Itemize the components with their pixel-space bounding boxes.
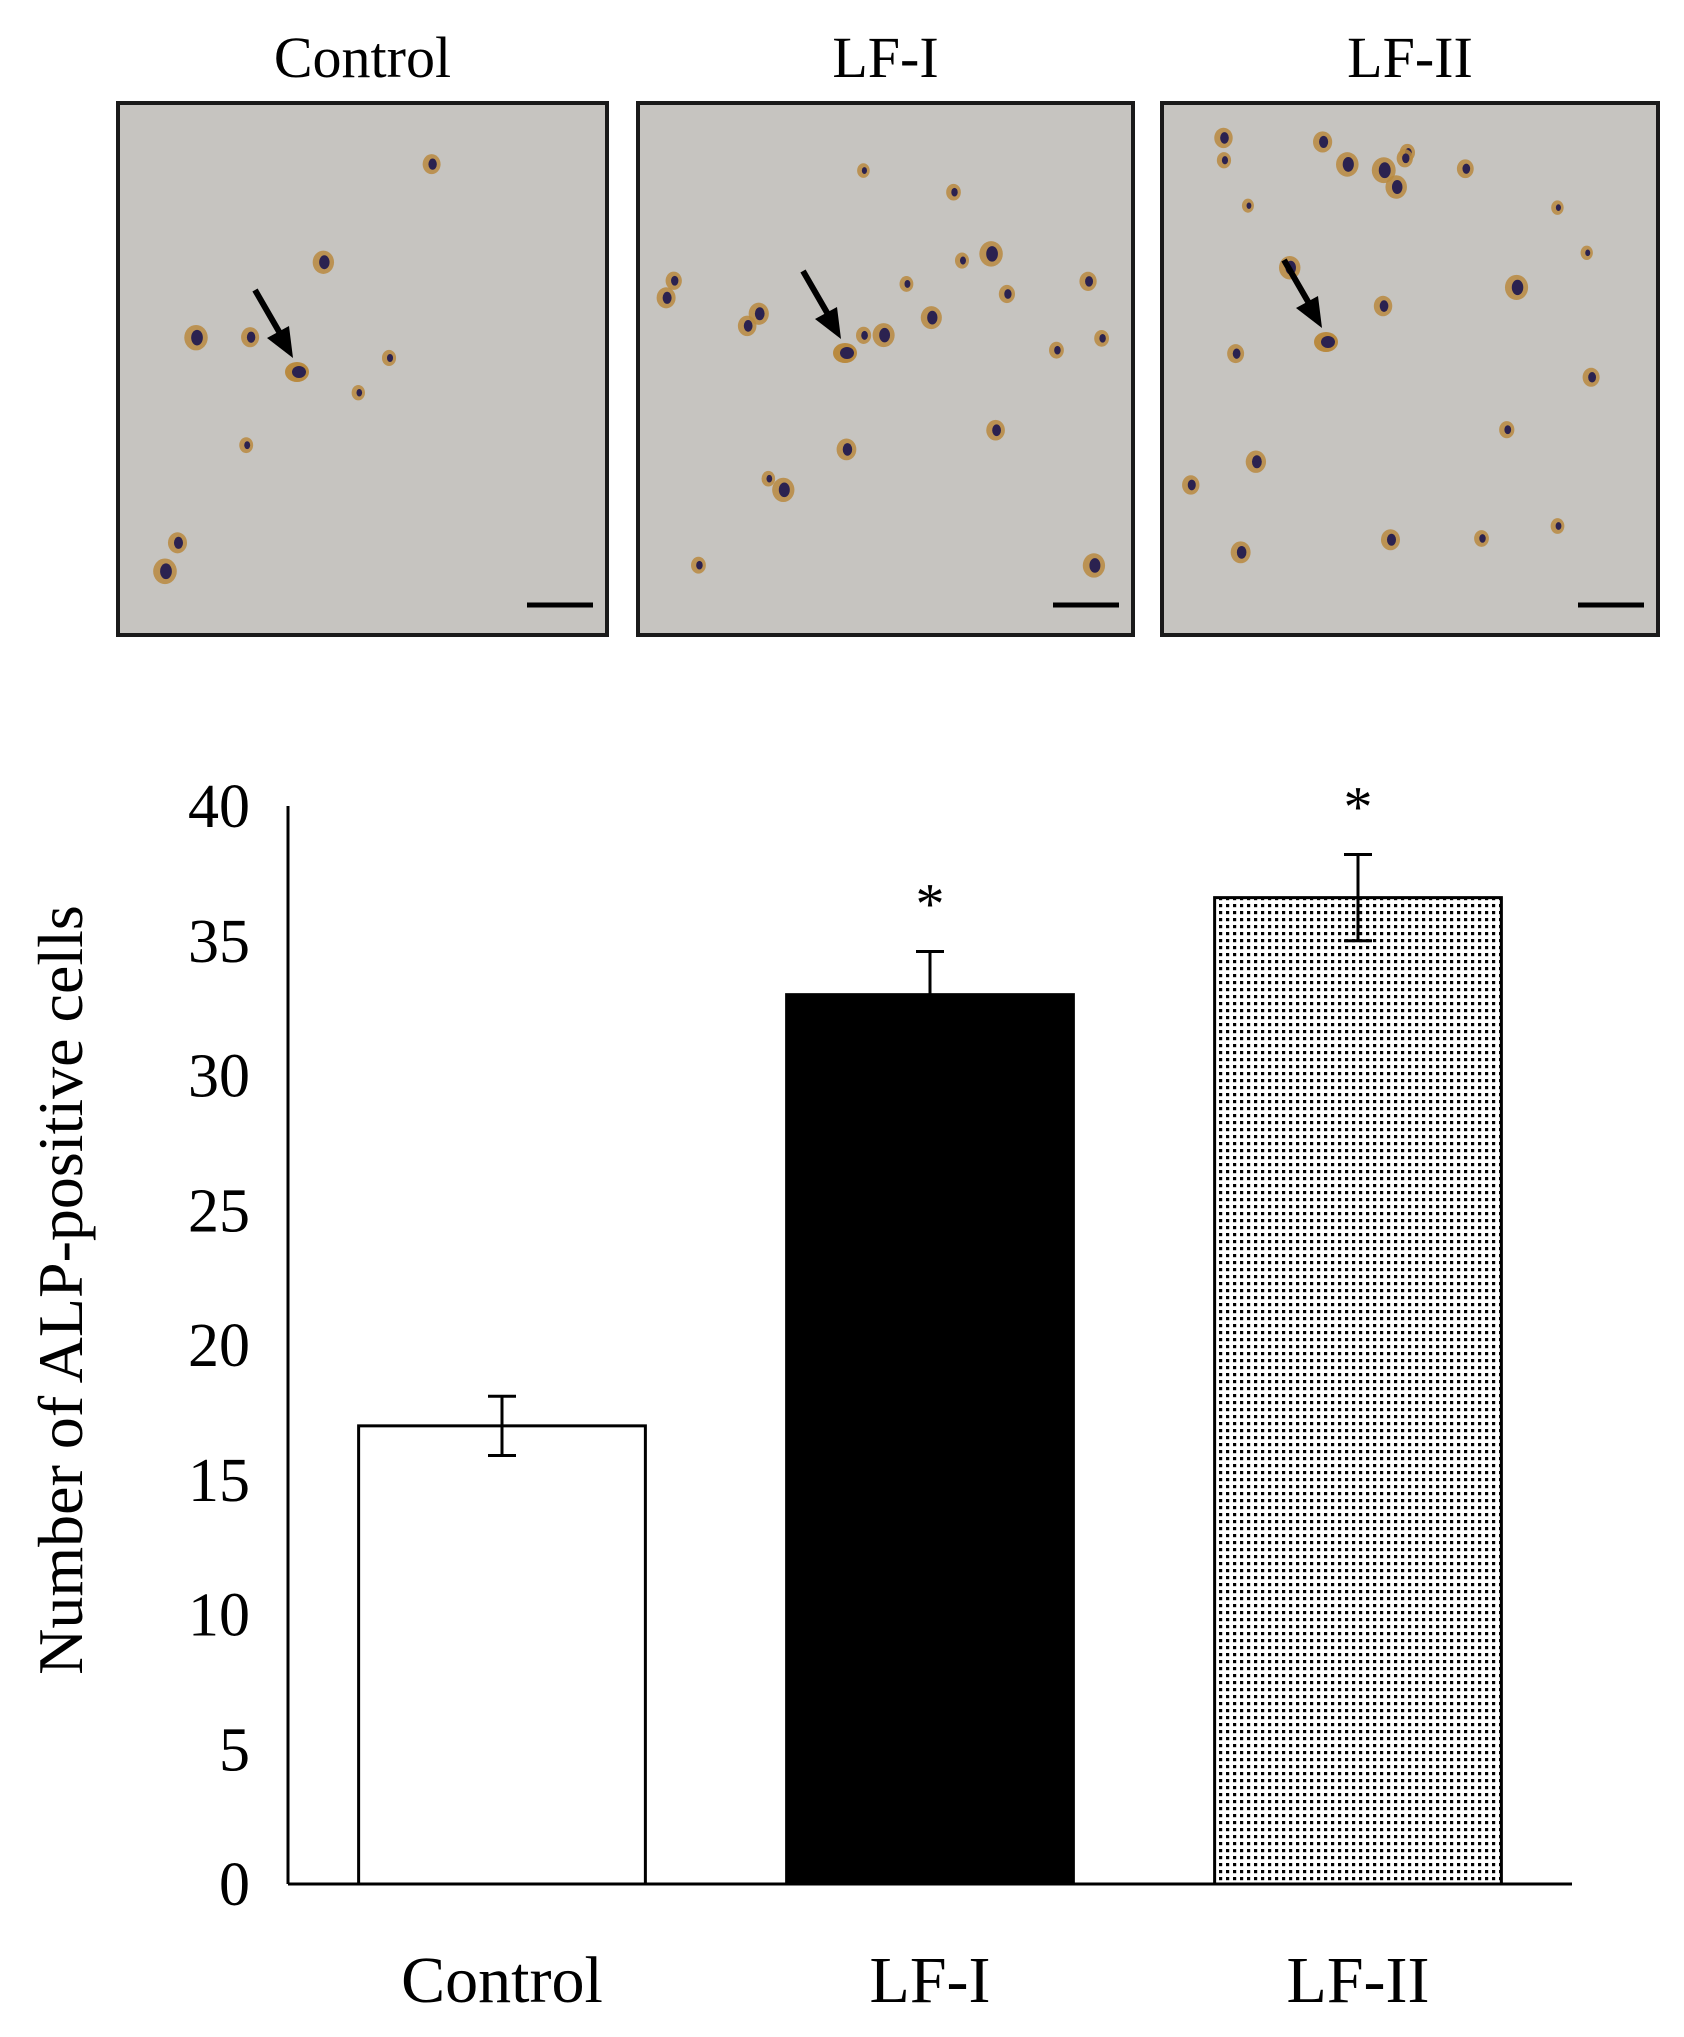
y-tick-label: 25: [188, 1177, 250, 1245]
error-bar: [916, 950, 944, 1040]
stained-cell: [1371, 157, 1396, 184]
stained-cell: [855, 326, 872, 344]
stained-cell: [1245, 450, 1267, 473]
arrow-down-right-icon: [252, 288, 293, 358]
micrograph-panel-1: Control: [116, 25, 609, 637]
significance-asterisk: *: [916, 872, 945, 937]
stained-cell: [1312, 131, 1333, 153]
micrograph-panels: Control LF-I LF-II: [116, 25, 1660, 637]
x-category-label: LF-II: [1287, 1944, 1430, 2017]
y-tick-label: 40: [188, 773, 250, 841]
highlighted-cell: [1314, 332, 1338, 352]
stained-cell: [691, 556, 706, 574]
stained-cell: [772, 477, 795, 503]
stained-cell: [1336, 152, 1359, 177]
y-axis-title: Number of ALP-positive cells: [25, 905, 96, 1675]
stained-cell: [899, 276, 914, 292]
stained-cell: [1373, 295, 1393, 317]
stained-cell: [857, 163, 870, 178]
arrow-down-right-icon: [1281, 258, 1322, 328]
stained-cell: [1049, 341, 1064, 359]
bars: [357, 896, 1503, 1886]
stained-cell: [1214, 127, 1233, 149]
micrograph-panel-3: LF-II: [1160, 25, 1660, 637]
category-labels: Control LF-I LF-II: [401, 1944, 1429, 2017]
bar-control: [357, 1424, 647, 1886]
stained-cell: [1582, 367, 1600, 387]
stained-cell: [761, 470, 776, 487]
stained-cell: [836, 438, 857, 461]
y-tick-label: 15: [188, 1447, 250, 1515]
stained-cell: [422, 154, 441, 175]
stained-cell: [665, 271, 682, 290]
stained-cell: [954, 252, 970, 269]
micrograph-image: [636, 101, 1135, 637]
panel-title: Control: [274, 25, 451, 90]
y-tick-label: 10: [188, 1582, 250, 1650]
y-axis-ticks: 0 5 10 15 20 25 30 35 40: [188, 773, 250, 1919]
highlighted-cell: [833, 343, 857, 363]
stained-cell: [1504, 274, 1529, 301]
stained-cell: [1456, 159, 1474, 179]
stained-cell: [979, 241, 1003, 267]
micrograph-image: [116, 101, 609, 637]
error-bar: [1344, 853, 1372, 943]
stained-cell: [998, 284, 1016, 304]
stained-cell: [184, 324, 208, 351]
stained-cell: [1551, 200, 1564, 215]
stained-cell: [1550, 518, 1565, 534]
stained-cell: [1396, 149, 1413, 168]
panel-title: LF-I: [832, 25, 938, 90]
y-tick-label: 20: [188, 1312, 250, 1380]
stained-cell: [920, 306, 942, 330]
stained-cell: [1182, 475, 1200, 495]
stained-cell: [1385, 175, 1407, 199]
stained-cell: [381, 349, 397, 367]
arrow-down-right-icon: [800, 269, 841, 339]
highlighted-cell: [285, 362, 309, 382]
stained-cell: [1474, 530, 1489, 547]
micrograph-panel-2: LF-I: [636, 25, 1135, 637]
stained-cell: [946, 183, 961, 201]
stained-cell: [351, 384, 365, 401]
stained-cell: [1094, 329, 1109, 347]
stained-cell: [1216, 152, 1232, 169]
bar-chart: Number of ALP-positive cells 0 5 10 15 20 25 3…: [25, 773, 1572, 2017]
panel-title: LF-II: [1347, 25, 1473, 90]
significance-asterisk: *: [1344, 775, 1373, 840]
stained-cell: [1079, 271, 1097, 291]
stained-cell: [1380, 529, 1401, 551]
stained-cell: [153, 558, 177, 585]
stained-cell: [986, 419, 1005, 441]
bar-lf-i: [785, 993, 1075, 1886]
stained-cell: [1230, 541, 1251, 564]
stained-cell: [312, 250, 335, 274]
stained-cell: [1241, 198, 1254, 213]
stained-cell: [239, 437, 254, 454]
error-bar: [488, 1394, 516, 1457]
bar-lf-ii: [1213, 896, 1503, 1886]
error-bars: [488, 853, 1372, 1457]
x-category-label: Control: [401, 1944, 603, 2017]
stained-cell: [1082, 553, 1106, 578]
stained-cell: [748, 302, 769, 325]
stained-cell: [1580, 245, 1593, 260]
stained-cell: [241, 327, 260, 348]
x-category-label: LF-I: [870, 1944, 991, 2017]
y-tick-label: 35: [188, 908, 250, 976]
stained-cell: [656, 287, 676, 309]
stained-cell: [1227, 344, 1245, 364]
y-tick-label: 0: [219, 1851, 250, 1919]
stained-cell: [167, 532, 188, 554]
y-tick-label: 5: [219, 1716, 250, 1784]
stained-cell: [1499, 421, 1515, 439]
significance-marks: **: [916, 775, 1373, 937]
y-tick-label: 30: [188, 1043, 250, 1111]
stained-cell: [872, 323, 895, 348]
